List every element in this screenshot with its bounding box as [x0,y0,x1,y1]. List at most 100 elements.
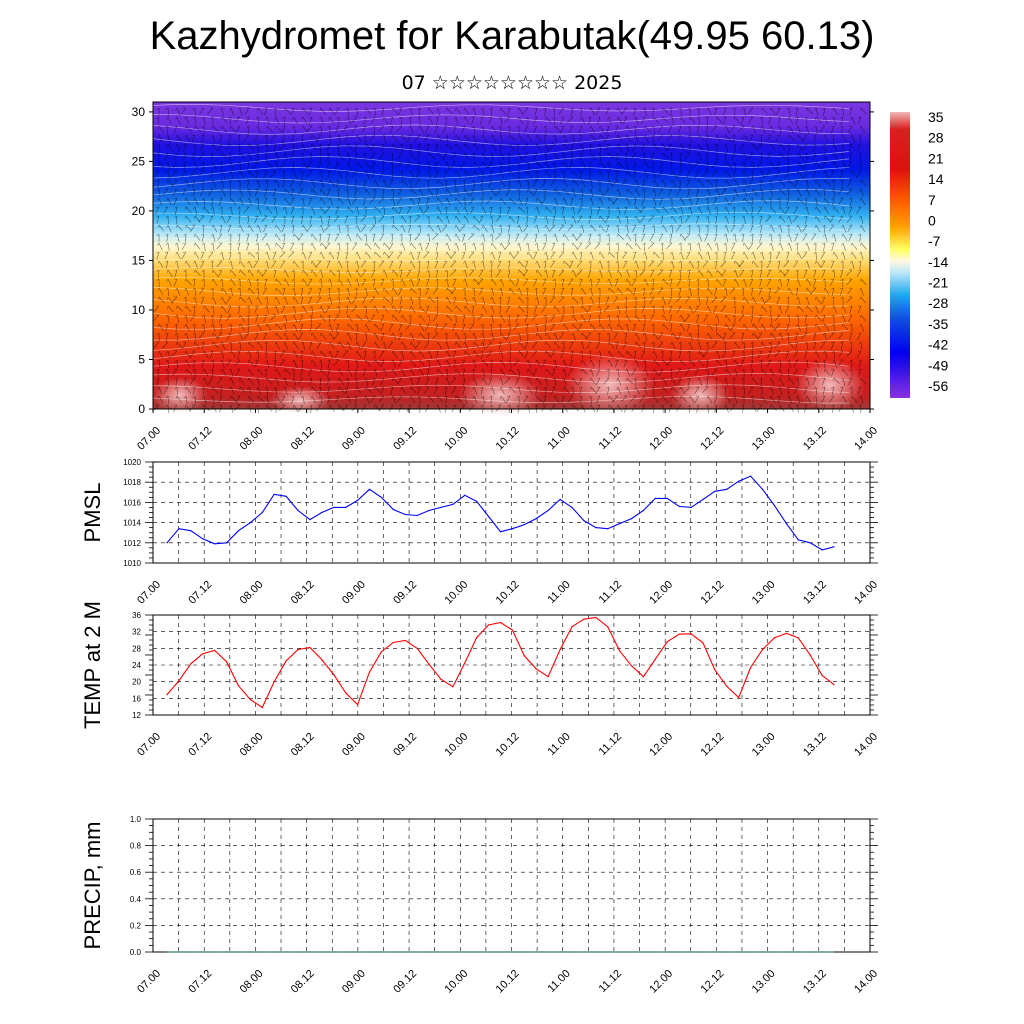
wind-barb-feather [463,152,466,156]
wind-barb-feather [525,215,529,218]
wind-barb [326,152,331,161]
wind-barb [157,269,160,279]
wind-barb [795,116,799,125]
wind-barb [370,161,376,170]
wind-barb-feather [464,134,466,138]
wind-barb [272,251,277,260]
wind-barb-feather [328,179,331,183]
wind-barb [741,332,745,341]
wind-barb-feather [237,287,241,291]
wind-barb-feather [751,188,754,192]
wind-barb [577,323,583,332]
wind-barb-feather [777,260,781,263]
wind-barb [383,251,390,259]
wind-barb [752,251,756,260]
wind-barb [183,152,187,161]
wind-barb [185,179,190,188]
wind-barb [218,134,223,143]
wind-barb-feather [273,386,277,390]
wind-barb-feather [229,377,232,381]
wind-barb [536,359,541,368]
wind-barb [595,377,601,386]
wind-barb-feather [300,359,304,362]
wind-barb-feather [455,143,457,147]
wind-barb [318,287,322,296]
wind-barb [563,215,566,224]
wind-barb [257,323,262,332]
wind-barb [446,233,452,242]
wind-barb-feather [660,161,664,163]
wind-barb-feather [400,242,403,246]
wind-barb [612,197,619,205]
wind-barb [689,260,694,269]
wind-barb [365,188,371,196]
wind-barb-feather [185,278,187,282]
wind-barb-feather [624,359,628,362]
wind-barb [299,314,304,323]
wind-barb [338,134,341,143]
wind-barb [230,368,234,377]
wind-barb-feather [570,341,574,343]
wind-barb [686,323,691,332]
wind-barb-feather [662,278,664,283]
wind-barb-feather [516,332,520,336]
wind-barb-feather [319,224,322,228]
wind-barb-feather [372,377,376,380]
wind-barb [680,143,685,152]
wind-barb [185,206,192,214]
wind-barb-feather [337,377,340,381]
wind-barb [158,386,162,395]
wind-barb-feather [742,152,745,156]
wind-barb [608,341,615,349]
wind-barb-feather [563,386,565,390]
wind-barb-feather [471,179,475,183]
wind-barb-feather [481,206,484,210]
wind-barb-feather [247,278,250,282]
wind-barb [572,305,574,315]
wind-barb [464,116,470,125]
wind-barb-feather [238,197,241,201]
wind-barb [203,116,206,125]
wind-barb [356,269,361,278]
heatmap-field [153,102,870,409]
wind-barb [599,215,606,223]
wind-barb [752,125,756,134]
wind-barb-feather [256,107,259,111]
wind-barb-feather [409,395,412,399]
wind-barb-feather [174,215,178,218]
wind-barb-feather [768,350,772,352]
wind-barb [335,125,340,134]
wind-barb [221,368,227,376]
wind-barb-feather [275,224,277,228]
wind-barb-feather [624,143,628,147]
wind-barb-feather [464,305,466,309]
wind-barb-feather [786,170,790,172]
wind-barb-feather [759,215,763,218]
wind-barb [617,224,620,233]
wind-barb [275,341,280,350]
wind-barb [623,359,628,368]
wind-barb-feather [165,395,169,399]
wind-barb-feather [571,188,574,192]
wind-barb [527,242,530,251]
wind-barb [284,323,287,332]
wind-barb-feather [282,224,286,227]
wind-barb [617,116,623,124]
wind-barb [383,368,388,377]
wind-barb [275,179,280,188]
wind-barb [608,251,615,258]
wind-barb-feather [759,314,763,316]
wind-barb [518,269,525,277]
wind-barb-feather [391,359,394,363]
wind-barb-feather [525,197,529,200]
wind-barb-feather [516,188,520,192]
wind-barb [698,377,702,386]
wind-barb-feather [489,107,493,110]
wind-barb-feather [489,224,493,228]
wind-barb [707,287,713,295]
wind-barb [802,134,808,142]
wind-barb-feather [257,368,259,372]
wind-barb-feather [624,332,628,335]
wind-barb [711,161,718,169]
wind-barb [770,188,773,197]
